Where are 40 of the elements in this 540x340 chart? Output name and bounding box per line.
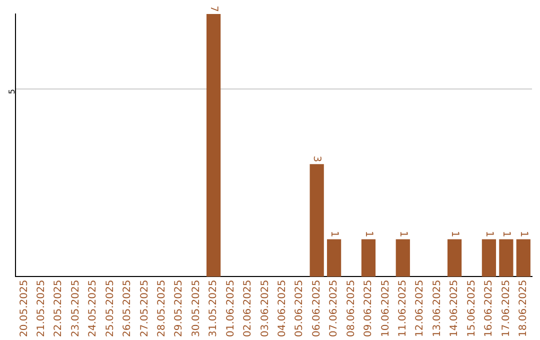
x-tick-label: 08.06.2025 — [346, 280, 357, 338]
x-tick-label: 30.05.2025 — [190, 280, 202, 338]
data-label: 1 — [362, 230, 374, 238]
x-tick-label: 15.06.2025 — [466, 280, 478, 338]
x-tick-label: 24.05.2025 — [88, 280, 99, 338]
data-label: 1 — [518, 230, 529, 238]
x-tick-label: 11.06.2025 — [397, 280, 408, 338]
x-tick-label: 18.06.2025 — [518, 280, 529, 338]
data-label: 1 — [328, 230, 340, 238]
x-tick-label: 27.05.2025 — [139, 280, 150, 338]
x-tick-label: 17.06.2025 — [500, 280, 512, 338]
x-tick-label: 12.06.2025 — [414, 280, 426, 338]
x-tick-label: 22.05.2025 — [53, 280, 64, 338]
y-tick-label: 5 — [8, 89, 17, 94]
data-label: 1 — [397, 230, 408, 238]
x-tick-label: 31.05.2025 — [208, 280, 220, 338]
x-tick-label: 13.06.2025 — [432, 280, 443, 338]
data-label: 1 — [448, 230, 460, 238]
x-tick-label: 21.05.2025 — [36, 280, 48, 338]
x-tick-label: 03.06.2025 — [260, 280, 271, 338]
x-tick-label: 04.06.2025 — [277, 280, 288, 338]
x-tick-label: 05.06.2025 — [294, 280, 306, 338]
x-tick-label: 16.06.2025 — [484, 280, 495, 338]
x-tick-label: 07.06.2025 — [328, 280, 340, 338]
x-tick-label: 25.05.2025 — [104, 280, 116, 338]
x-tick-label: 29.05.2025 — [174, 280, 185, 338]
x-tick-label: 09.06.2025 — [363, 280, 374, 338]
data-label: 1 — [500, 230, 512, 238]
data-label: 7 — [208, 6, 219, 12]
x-tick-label: 20.05.2025 — [18, 280, 30, 338]
x-tick-label: 02.06.2025 — [242, 280, 254, 338]
x-tick-label: 14.06.2025 — [449, 280, 460, 338]
x-tick-label: 28.05.2025 — [156, 280, 168, 338]
data-label: 1 — [483, 230, 494, 238]
x-tick-label: 23.05.2025 — [70, 280, 82, 338]
x-tick-label: 06.06.2025 — [311, 280, 322, 338]
x-tick-label: 01.06.2025 — [225, 280, 236, 338]
x-tick-label: 26.05.2025 — [122, 280, 134, 338]
data-label: 3 — [311, 156, 322, 162]
x-tick-label: 10.06.2025 — [380, 280, 392, 338]
